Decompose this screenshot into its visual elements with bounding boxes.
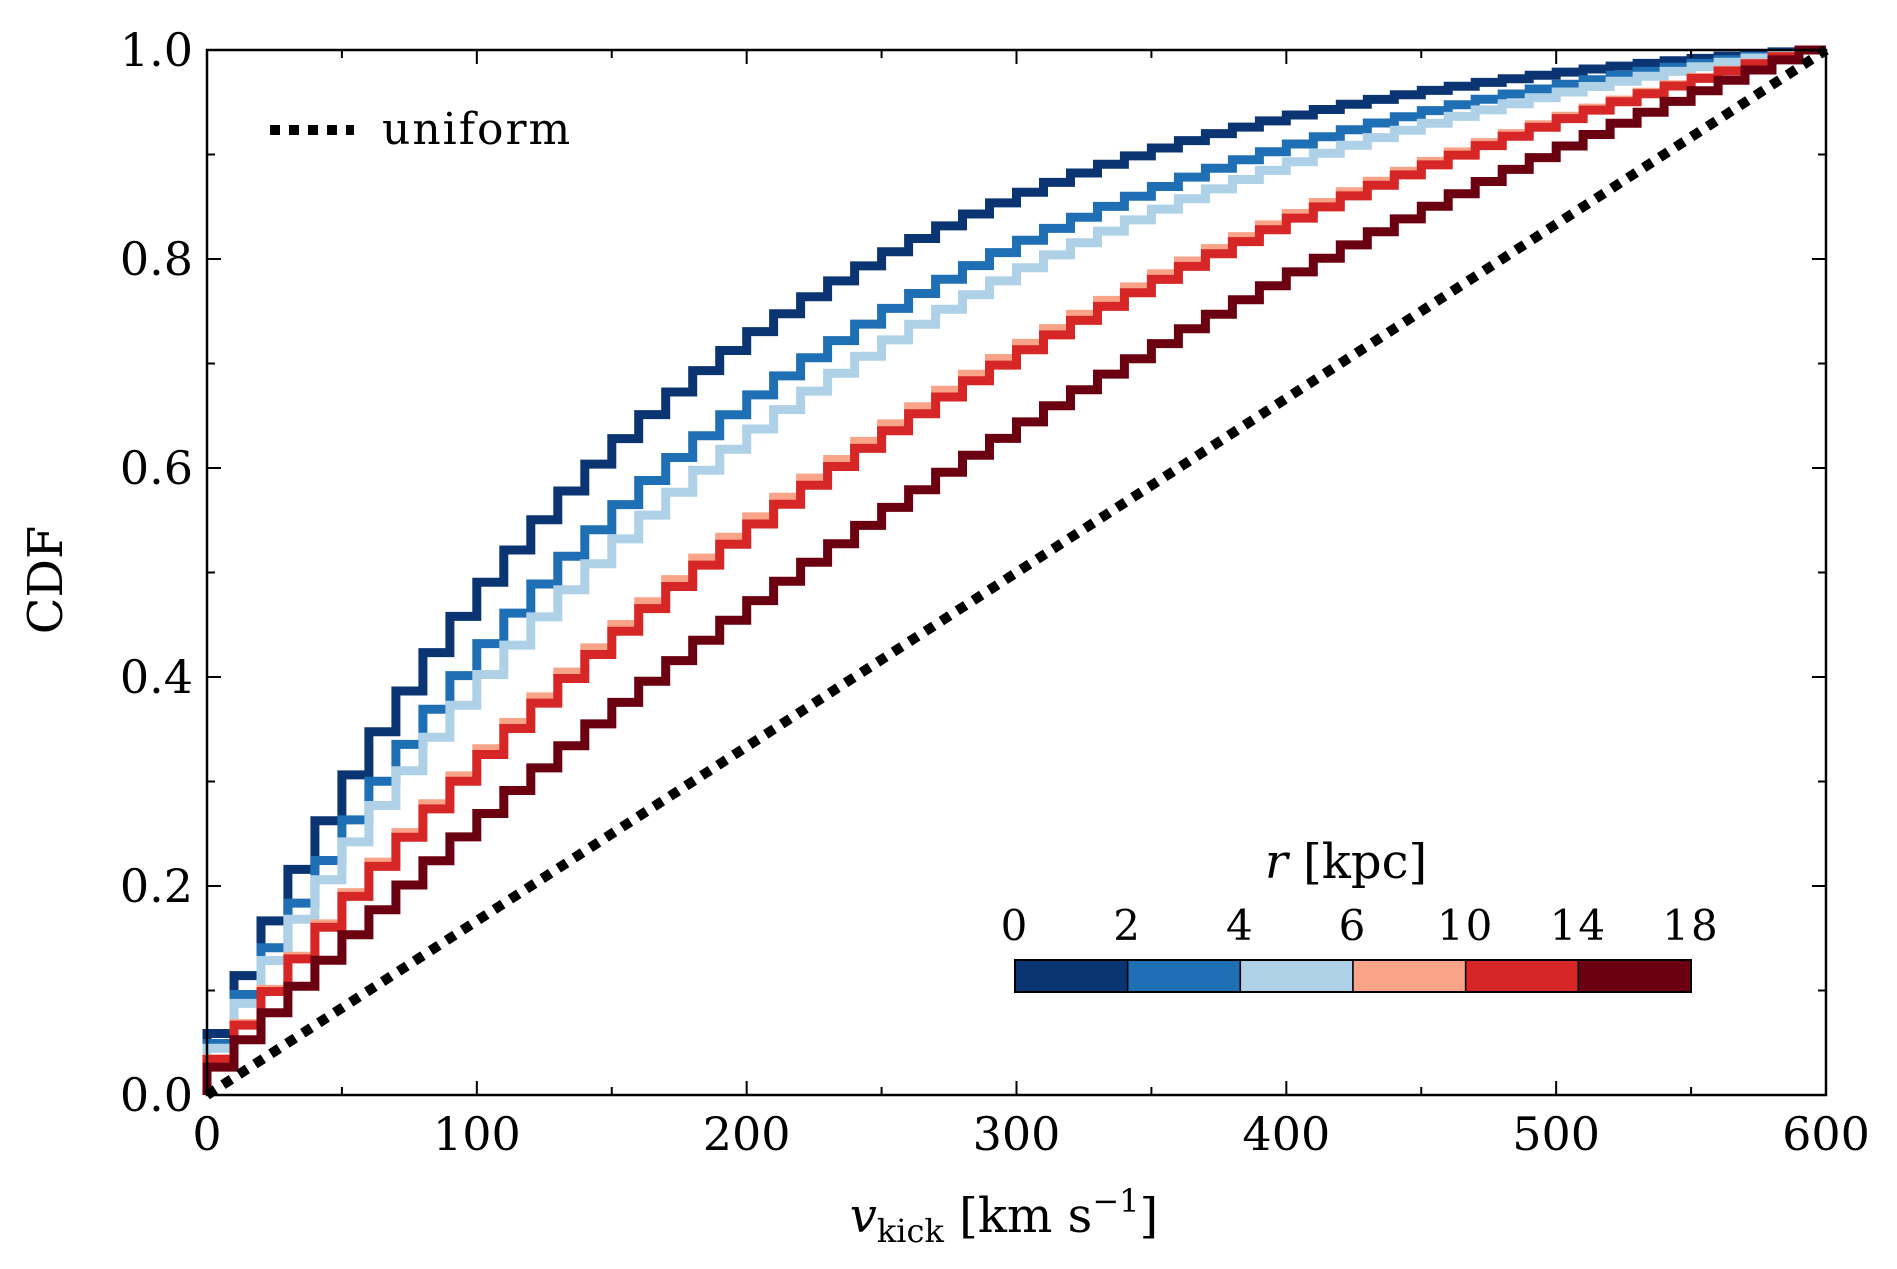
reference-layer	[204, 45, 1829, 1100]
colorbar-frame	[1014, 959, 1692, 993]
series-line-6	[202, 45, 1826, 1095]
series-line-5	[202, 45, 1826, 1095]
y-tick-label: 1.0	[120, 23, 193, 77]
y-tick-label: 0.4	[120, 650, 193, 704]
legend: uniform	[270, 104, 572, 155]
x-tick-label: 200	[703, 1107, 791, 1161]
y-tick-label: 0.2	[120, 859, 193, 913]
x-tick-label: 100	[433, 1107, 521, 1161]
x-tick-label: 0	[192, 1107, 221, 1161]
colorbar-tick-label: 2	[1113, 901, 1142, 950]
colorbar-segments	[1014, 959, 1692, 993]
y-tick-label: 0.8	[120, 232, 193, 286]
x-tick-label: 400	[1242, 1107, 1330, 1161]
series-line-1	[202, 45, 1826, 1095]
colorbar-title-units: [kpc]	[1288, 834, 1427, 890]
x-tick-label: 600	[1782, 1107, 1870, 1161]
uniform-reference-line	[204, 45, 1829, 1100]
plot-frame	[205, 48, 1828, 1097]
colorbar-segment	[1352, 959, 1467, 993]
ticks-layer	[206, 49, 1827, 1096]
series-layer	[202, 45, 1826, 1095]
colorbar-labels: 0 2 4 6 10 14 18	[1001, 901, 1719, 950]
colorbar-tick-label: 4	[1226, 901, 1255, 950]
colorbar-tick-label: 0	[1001, 901, 1030, 950]
colorbar-tick-label: 6	[1339, 901, 1368, 950]
x-axis-close: ]	[1139, 1188, 1158, 1244]
colorbar: r [kpc] 0 2 4 6 10 14 18	[1001, 834, 1719, 993]
x-axis-units: [km s	[944, 1188, 1092, 1244]
colorbar-segment	[1014, 959, 1129, 993]
y-axis-title: CDF	[18, 526, 74, 635]
y-tick-label: 0.0	[120, 1068, 193, 1122]
x-axis-subscript: kick	[877, 1212, 945, 1250]
x-axis-superscript: −1	[1092, 1182, 1139, 1220]
series-line-3	[202, 45, 1826, 1095]
colorbar-title-symbol: r	[1265, 834, 1291, 890]
colorbar-tick-label: 14	[1550, 901, 1607, 950]
colorbar-segment	[1126, 959, 1242, 993]
y-tick-label: 0.6	[120, 441, 193, 495]
x-tick-label: 300	[973, 1107, 1061, 1161]
colorbar-tick-label: 10	[1437, 901, 1494, 950]
x-axis-title: vkick [km s−1]	[850, 1182, 1158, 1250]
x-tick-label: 500	[1512, 1107, 1600, 1161]
legend-uniform-label: uniform	[382, 104, 572, 155]
x-axis-symbol: v	[850, 1188, 877, 1244]
colorbar-segment	[1239, 959, 1354, 993]
colorbar-segment	[1577, 959, 1692, 993]
colorbar-tick-label: 18	[1662, 901, 1719, 950]
colorbar-title: r [kpc]	[1265, 834, 1427, 890]
colorbar-segment	[1464, 959, 1580, 993]
